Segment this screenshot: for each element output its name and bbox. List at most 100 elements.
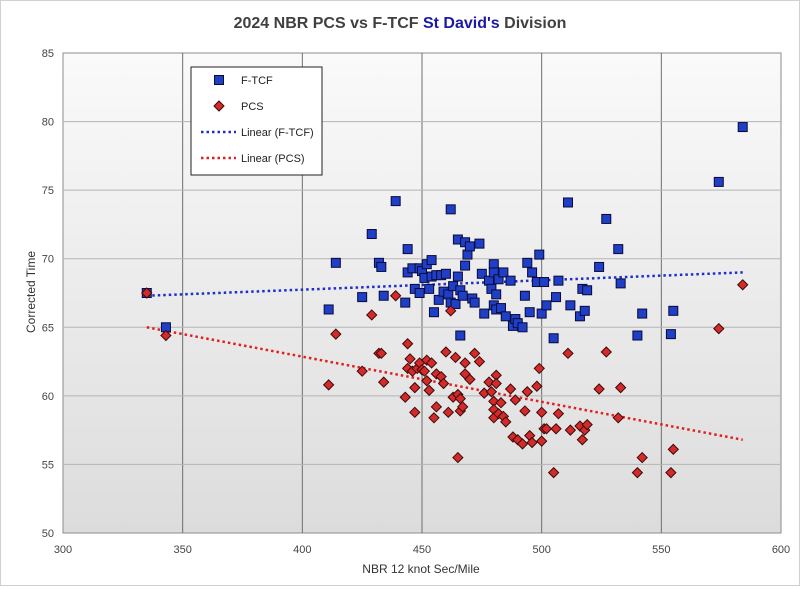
f-tcf-point [460,260,471,271]
f-tcf-point [637,308,648,319]
pcs-point [464,373,476,386]
f-tcf-point [455,330,466,341]
pcs-point [576,434,589,446]
f-tcf-point [376,261,387,272]
pcs-point [581,418,593,431]
pcs-point [330,328,342,340]
x-tick-label: 300 [54,544,72,556]
f-tcf-point [505,275,516,286]
f-tcf-point [500,311,511,322]
f-tcf-point [378,290,389,301]
pcs-point [509,394,522,406]
pcs-point [418,365,431,377]
pcs-point [600,346,612,358]
f-tcf-point [476,268,487,279]
pcs-point [399,391,411,403]
f-tcf-point [479,308,490,319]
f-tcf-point [579,305,590,316]
pcs-point [428,412,440,424]
pcs-point [430,401,443,413]
pcs-point [409,406,421,419]
pcs-point [516,438,529,450]
y-tick-label: 85 [42,48,54,60]
title-highlight: St David's [423,15,500,32]
y-tick-label: 60 [42,391,54,403]
pcs-point [322,379,335,391]
legend-marker-diamond [213,100,225,112]
pcs-point [452,451,464,464]
y-tick-label: 65 [42,322,54,334]
pcs-point [485,386,498,398]
pcs-point [500,416,512,428]
f-tcf-point [457,290,468,301]
f-tcf-point [464,241,475,252]
f-tcf-point [366,229,377,240]
pcs-point [490,377,502,390]
pcs-point [468,347,481,360]
pcs-point [526,436,538,449]
pcs-point [495,397,507,409]
pcs-point [404,353,416,365]
pcs-point [389,290,402,302]
pcs-point [612,412,624,424]
f-tcf-point [330,257,341,268]
x-tick-label: 400 [293,544,311,556]
f-tcf-point [668,305,679,316]
f-tcf-point [491,289,502,300]
title-suffix: Division [500,15,567,32]
f-tcf-point [440,268,451,279]
pcs-point [713,322,725,335]
pcs-point [547,466,560,479]
f-tcf-point [615,278,626,289]
trendline-linear-f-tcf- [146,271,743,297]
f-tcf-point [613,244,624,255]
f-tcf-point [632,330,643,341]
f-tcf-point [484,275,495,286]
f-tcf-point [414,288,425,298]
f-tcf-point [524,307,535,318]
y-axis-label: Corrected Time [24,251,38,333]
f-tcf-point [469,297,480,308]
pcs-point [614,381,627,394]
pcs-point [437,377,450,390]
x-tick-label: 500 [532,544,550,556]
f-tcf-point [519,290,530,301]
pcs-point [375,347,388,360]
legend-label: Linear (F-TCF) [241,127,314,139]
x-tick-label: 550 [652,544,670,556]
pcs-point [533,362,545,375]
chart-title: 2024 NBR PCS vs F-TCF St David's Divisio… [234,15,567,32]
f-tcf-point [452,271,463,282]
f-tcf-point [428,307,439,318]
f-tcf-point [517,322,528,333]
pcs-point [442,406,455,419]
pcs-point [449,351,462,364]
f-tcf-point [536,308,547,319]
f-tcf-point [498,267,509,278]
x-tick-label: 450 [413,544,431,556]
pcs-point [736,279,749,291]
f-tcf-point [433,294,444,305]
pcs-point [356,365,368,377]
pcs-point [377,376,390,388]
pcs-point [459,357,471,369]
y-tick-label: 70 [42,254,54,266]
legend-marker-square [214,75,224,85]
pcs-point [440,346,452,358]
f-tcf-point [737,122,748,133]
pcs-point [401,338,414,350]
f-tcf-point [665,329,676,340]
f-tcf-point [323,304,334,315]
legend-label: PCS [241,101,264,113]
f-tcf-point [450,298,461,309]
pcs-point [535,406,548,419]
pcs-point [483,376,495,388]
x-axis-label: NBR 12 knot Sec/Mile [362,562,480,576]
pcs-point [519,405,531,417]
pcs-point [423,384,435,397]
pcs-point [160,329,172,342]
y-tick-label: 75 [42,185,54,197]
legend-label: F-TCF [241,75,273,87]
